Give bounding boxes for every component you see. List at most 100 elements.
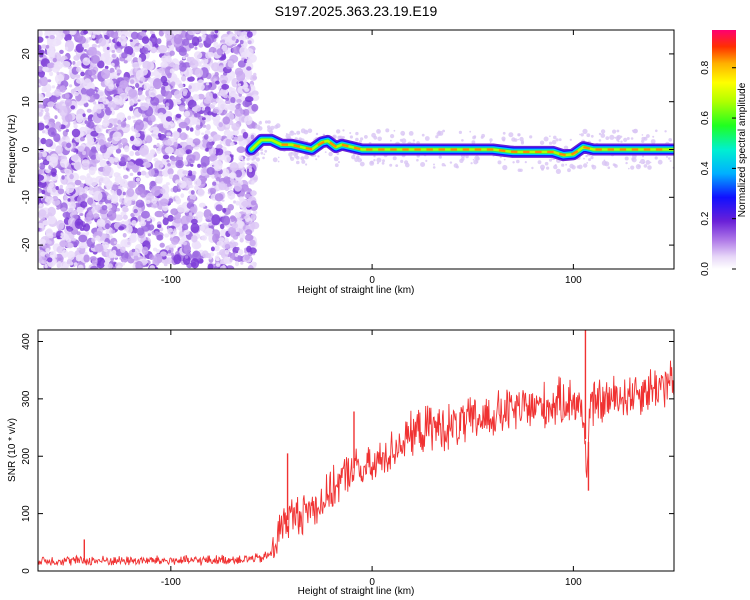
noise-speckle bbox=[209, 154, 218, 161]
ridge-speckle bbox=[555, 138, 559, 142]
noise-speckle bbox=[123, 60, 128, 64]
noise-speckle bbox=[110, 107, 114, 112]
noise-speckle bbox=[154, 160, 164, 170]
noise-speckle bbox=[173, 77, 180, 82]
noise-speckle bbox=[228, 102, 237, 112]
ridge-speckle bbox=[654, 156, 658, 160]
noise-speckle bbox=[98, 182, 102, 186]
noise-speckle bbox=[156, 147, 162, 154]
noise-speckle bbox=[116, 72, 121, 76]
ridge-speckle bbox=[555, 168, 562, 174]
noise-speckle bbox=[63, 30, 71, 35]
noise-speckle bbox=[238, 249, 244, 256]
noise-speckle bbox=[38, 152, 43, 158]
noise-speckle bbox=[194, 146, 199, 150]
noise-speckle bbox=[201, 107, 206, 111]
noise-speckle bbox=[110, 193, 119, 204]
ridge-speckle bbox=[317, 155, 320, 158]
noise-speckle bbox=[233, 200, 237, 204]
noise-speckle bbox=[110, 189, 115, 194]
noise-speckle bbox=[190, 190, 195, 195]
noise-speckle bbox=[80, 71, 85, 77]
noise-speckle bbox=[142, 60, 151, 70]
x-tick-label: 0 bbox=[369, 577, 375, 588]
noise-speckle bbox=[52, 187, 56, 193]
noise-speckle bbox=[64, 98, 72, 107]
noise-speckle bbox=[85, 134, 91, 139]
noise-speckle bbox=[85, 88, 95, 97]
noise-speckle bbox=[54, 88, 61, 97]
noise-speckle bbox=[221, 39, 226, 44]
noise-speckle bbox=[105, 106, 112, 116]
noise-speckle bbox=[60, 158, 69, 168]
noise-speckle bbox=[102, 119, 110, 127]
noise-speckle bbox=[183, 229, 190, 236]
ridge-speckle bbox=[544, 161, 549, 166]
ridge-speckle bbox=[598, 132, 602, 136]
noise-speckle bbox=[91, 43, 98, 48]
noise-speckle bbox=[106, 30, 115, 37]
noise-speckle bbox=[101, 205, 108, 211]
noise-speckle bbox=[46, 186, 52, 193]
noise-speckle bbox=[45, 112, 50, 117]
noise-speckle bbox=[206, 141, 213, 150]
noise-speckle bbox=[237, 162, 244, 169]
noise-speckle bbox=[135, 260, 144, 269]
noise-speckle bbox=[56, 219, 65, 231]
noise-speckle bbox=[103, 52, 111, 59]
noise-speckle bbox=[129, 150, 135, 157]
noise-speckle bbox=[95, 257, 106, 269]
noise-speckle bbox=[87, 69, 97, 76]
noise-speckle bbox=[60, 207, 67, 212]
noise-speckle bbox=[167, 214, 174, 222]
noise-speckle bbox=[245, 229, 253, 236]
noise-speckle bbox=[66, 260, 71, 265]
noise-speckle bbox=[121, 52, 128, 59]
ridge-speckle bbox=[262, 156, 265, 160]
heatmap-x-axis-label: Height of straight line (km) bbox=[298, 285, 415, 296]
ridge-speckle bbox=[586, 162, 589, 164]
noise-speckle bbox=[103, 115, 110, 121]
ridge-speckle bbox=[576, 165, 581, 169]
noise-speckle bbox=[216, 240, 224, 247]
noise-speckle bbox=[195, 124, 201, 131]
noise-speckle bbox=[122, 233, 127, 238]
noise-speckle bbox=[125, 224, 133, 234]
noise-speckle bbox=[175, 197, 182, 205]
y-tick-label: 300 bbox=[21, 390, 32, 407]
noise-speckle bbox=[237, 212, 242, 218]
noise-speckle bbox=[55, 35, 63, 41]
colorbar-ticks: 0.0 0.2 0.4 0.6 0.8 bbox=[700, 60, 736, 276]
ridge-peak bbox=[570, 150, 579, 156]
noise-speckle bbox=[250, 214, 257, 220]
ridge-speckle bbox=[668, 157, 671, 160]
ridge-speckle bbox=[470, 162, 473, 165]
noise-speckle bbox=[216, 263, 221, 267]
ridge-speckle bbox=[360, 137, 364, 141]
noise-speckle bbox=[54, 30, 63, 37]
ridge-speckle bbox=[295, 155, 300, 160]
ridge-speckle bbox=[489, 138, 493, 142]
noise-speckle bbox=[41, 86, 48, 93]
noise-speckle bbox=[68, 207, 74, 213]
noise-speckle bbox=[182, 177, 187, 181]
noise-speckle bbox=[61, 175, 65, 180]
noise-speckle bbox=[126, 188, 135, 197]
noise-speckle bbox=[247, 165, 252, 170]
noise-speckle bbox=[153, 253, 163, 264]
noise-speckle bbox=[91, 34, 96, 39]
heatmap-y-axis-label: Frequency (Hz) bbox=[7, 115, 18, 184]
noise-speckle bbox=[127, 180, 137, 189]
noise-speckle bbox=[173, 141, 178, 147]
noise-speckle bbox=[205, 124, 211, 131]
noise-speckle bbox=[76, 66, 81, 72]
ridge-speckle bbox=[258, 121, 262, 125]
noise-speckle bbox=[131, 115, 136, 119]
snr-ticks: -100 0 100 0 100 200 300 400 bbox=[21, 330, 674, 588]
noise-speckle bbox=[111, 62, 115, 67]
noise-speckle bbox=[213, 160, 223, 172]
noise-speckle bbox=[111, 249, 117, 255]
noise-speckle bbox=[198, 202, 206, 208]
noise-speckle bbox=[221, 168, 230, 178]
noise-speckle bbox=[192, 94, 200, 101]
